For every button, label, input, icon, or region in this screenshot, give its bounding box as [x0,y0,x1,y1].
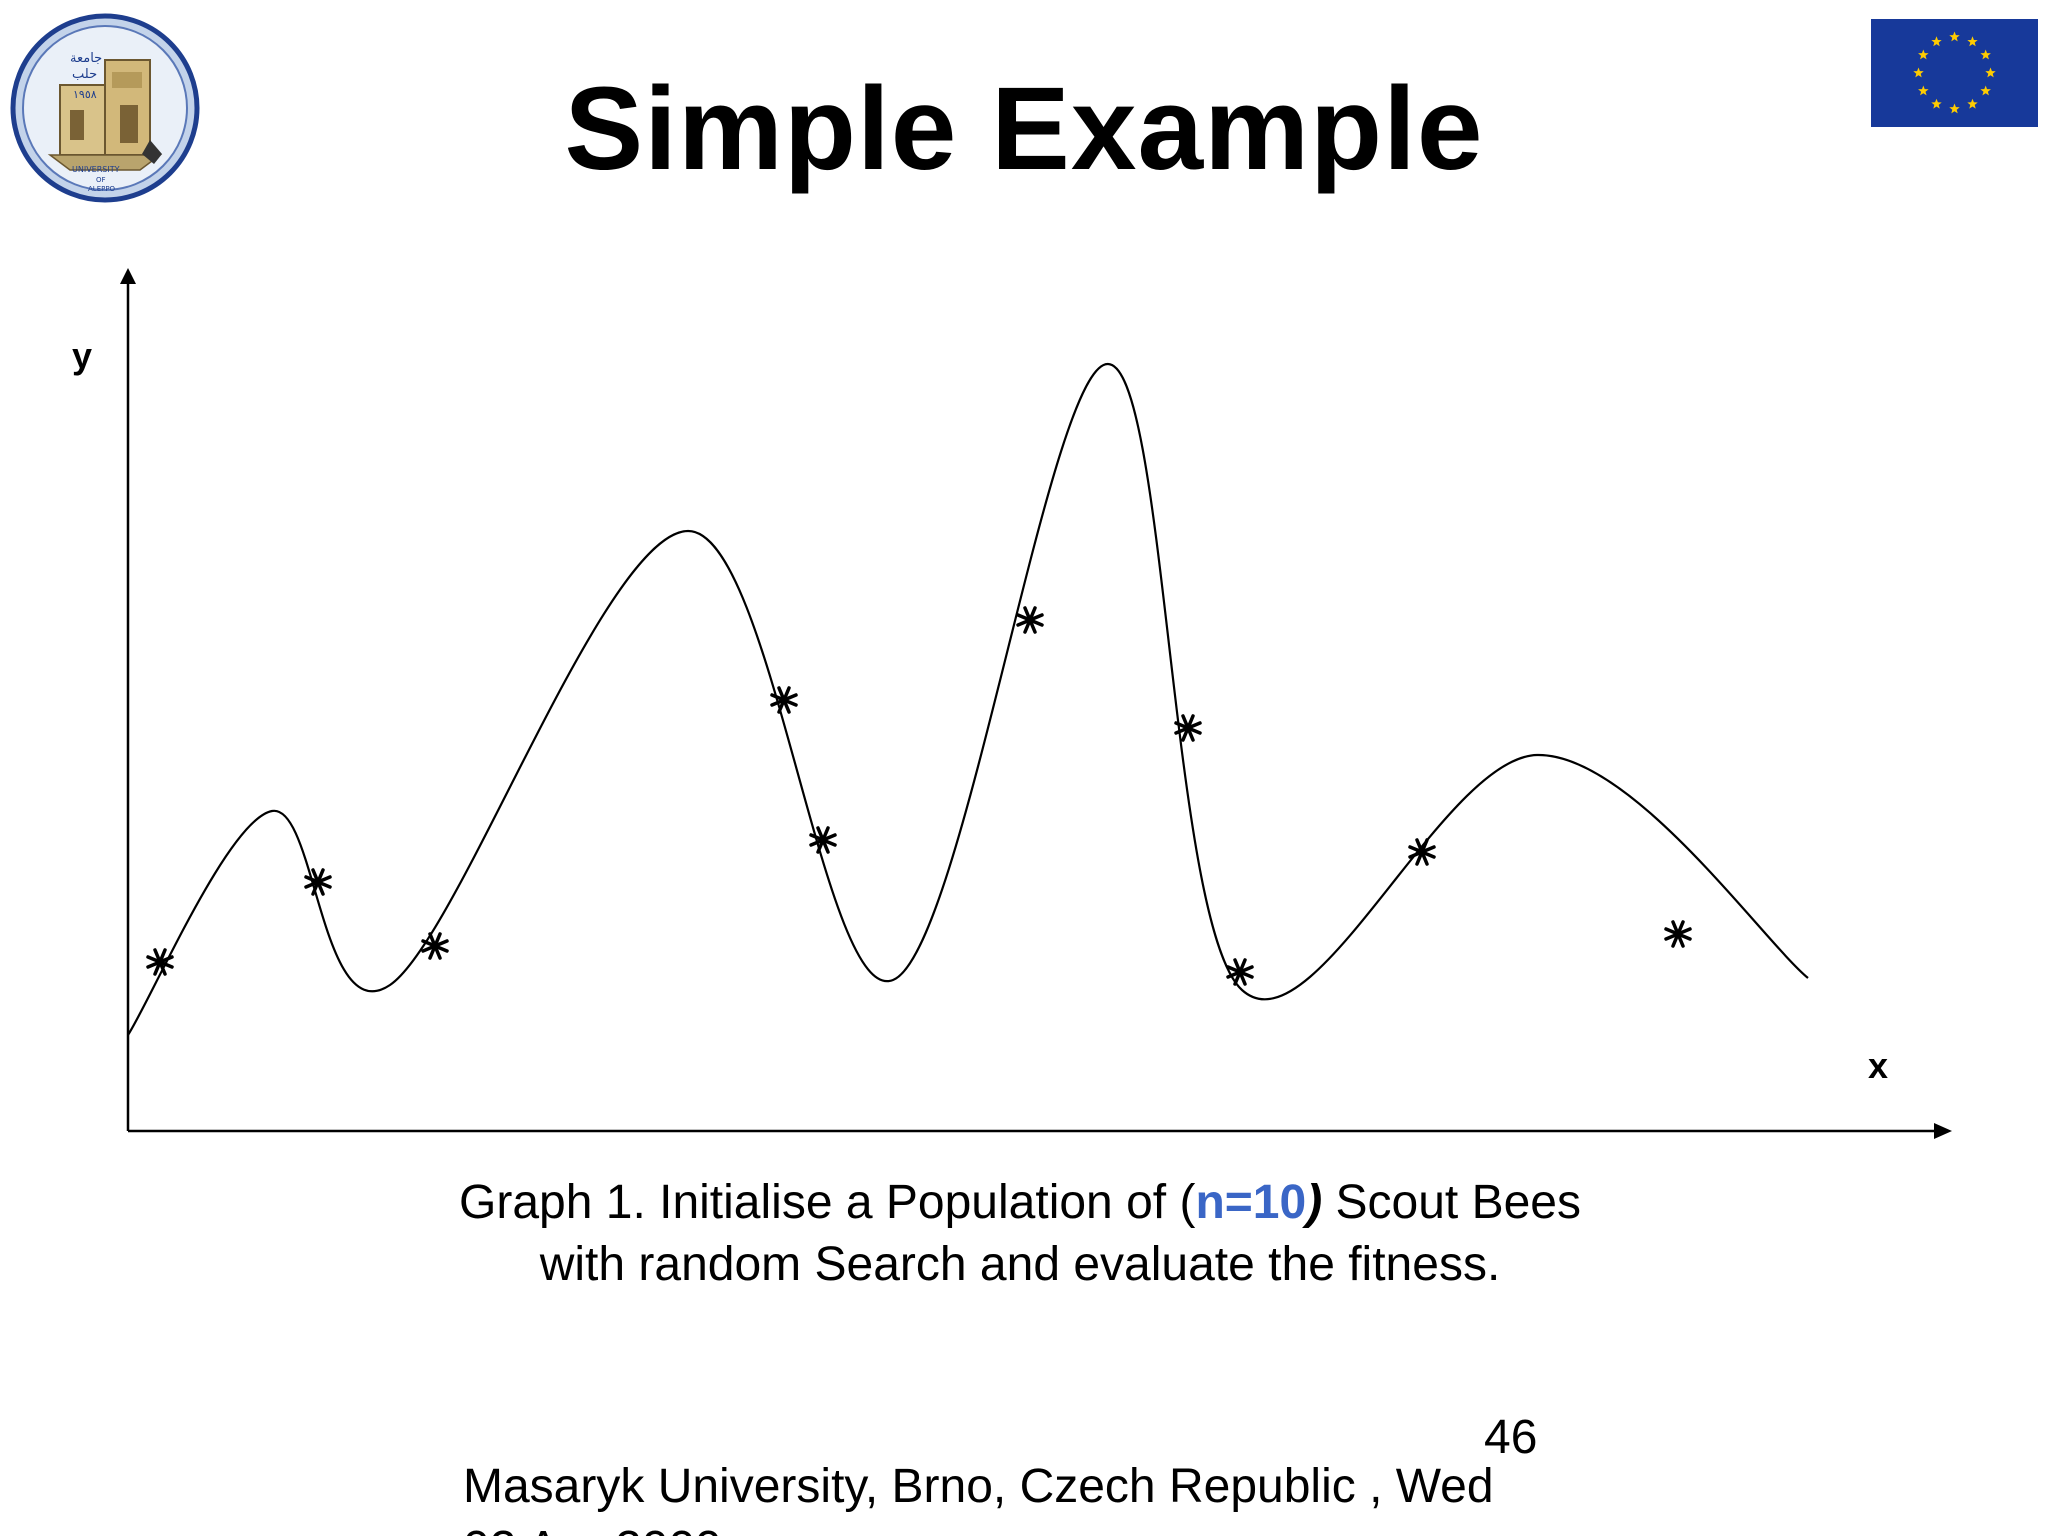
scout-bee-marker-10 [1664,920,1692,948]
slide-title: Simple Example [564,63,1484,195]
seal-text-arabic-2: حلب [72,67,97,82]
caption-line-2: with random Search and evaluate the fitn… [539,1238,1501,1291]
graph-caption: Graph 1. Initialise a Population of (n=1… [300,1172,1740,1296]
caption-line-1: Graph 1. Initialise a Population of (n=1… [300,1172,1740,1234]
scout-bee-marker-5 [809,826,837,854]
eu-star-9 [1918,85,1929,96]
slide-number: 46 [1484,1411,1538,1464]
eu-star-1 [1949,31,1960,42]
scout-bee-marker-3 [421,932,449,960]
scout-bees-group [146,606,1692,986]
seal-text-year: ١٩٥٨ [73,88,97,101]
y-axis-label: y [72,335,93,376]
scout-bee-marker-6 [1016,606,1044,634]
eu-star-4 [1985,67,1996,78]
footer-line-1: Masaryk University, Brno, Czech Republic… [463,1460,1494,1513]
seal-text-university: UNIVERSITY [72,165,120,174]
eu-flag-icon [1871,19,2038,127]
caption-suffix: Scout Bees [1322,1176,1582,1229]
scout-bee-marker-7 [1174,714,1202,742]
eu-star-3 [1980,49,1991,60]
eu-star-11 [1918,49,1929,60]
eu-star-10 [1913,67,1924,78]
x-axis-label: x [1868,1045,1889,1086]
scout-bee-marker-4 [770,686,798,714]
eu-star-2 [1967,36,1978,47]
caption-close-paren: ) [1306,1176,1323,1229]
caption-prefix: Graph 1. Initialise a Population of ( [459,1176,1196,1229]
scout-bee-marker-1 [146,948,174,976]
seal-text-arabic-1: جامعة [70,51,102,66]
footer-line-2: 02 Apr 2009 [463,1518,1623,1536]
seal-text-of: OF [96,176,106,184]
seal-text-aleppo: ALEPPO [88,185,116,193]
caption-population-size: n=10 [1195,1176,1307,1229]
eu-star-12 [1931,36,1942,47]
eu-star-8 [1931,98,1942,109]
eu-star-5 [1980,85,1991,96]
university-seal-logo: جامعة حلب ١٩٥٨ UNIVERSITY OF ALEPPO [10,13,200,203]
fitness-curve [127,362,1809,1036]
slide-footer: Masaryk University, Brno, Czech Republic… [463,1456,1623,1536]
x-axis-arrowhead [1934,1123,1952,1139]
scout-bee-marker-8 [1226,958,1254,986]
scout-bee-marker-9 [1408,838,1436,866]
y-axis-arrowhead [120,268,136,284]
eu-star-7 [1949,103,1960,114]
scout-bee-marker-2 [304,868,332,896]
eu-star-6 [1967,98,1978,109]
